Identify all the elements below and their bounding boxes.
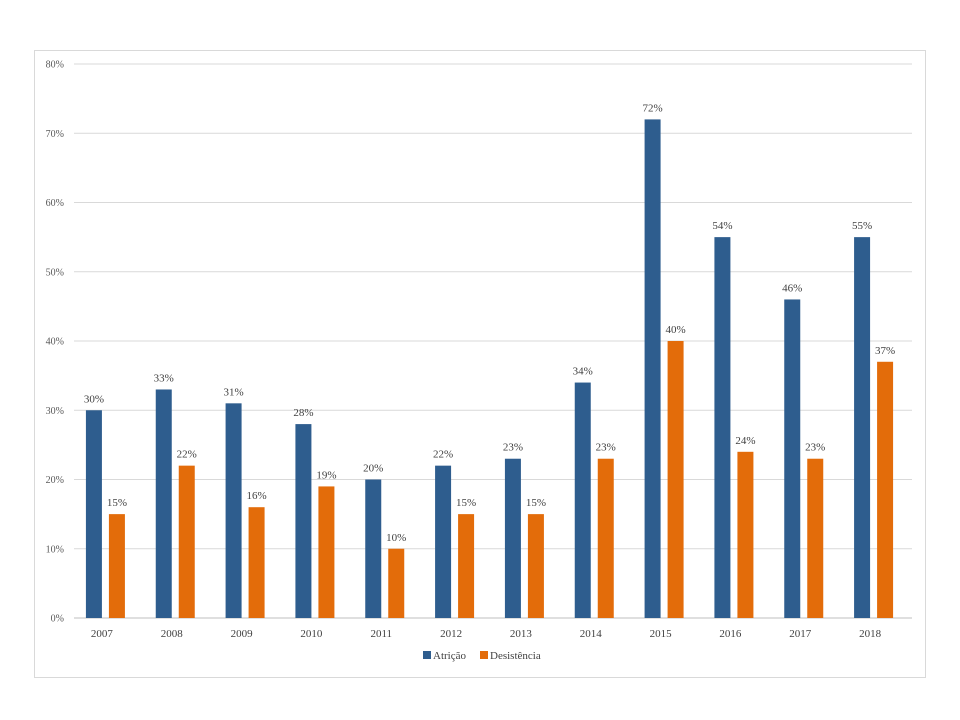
bar-atricao-2009 (225, 403, 242, 618)
data-label: 22% (433, 449, 453, 461)
data-label: 10% (386, 532, 406, 544)
bar-desistencia-2015 (667, 341, 684, 618)
data-label: 37% (875, 345, 895, 357)
bar-desistencia-2009 (248, 507, 265, 618)
bar-atricao-2010 (295, 424, 312, 618)
x-tick-label: 2012 (440, 628, 462, 640)
legend-swatch (480, 651, 488, 659)
x-tick-label: 2016 (719, 628, 742, 640)
bar-atricao-2017 (784, 299, 801, 618)
x-tick-label: 2018 (859, 628, 882, 640)
bar-desistencia-2017 (807, 458, 824, 618)
bar-desistencia-2010 (318, 486, 335, 618)
bar-atricao-2011 (365, 479, 382, 618)
data-label: 34% (573, 366, 593, 378)
bar-atricao-2008 (155, 389, 172, 618)
legend-label: Desistência (490, 650, 541, 662)
x-tick-label: 2011 (370, 628, 392, 640)
bar-desistencia-2018 (877, 361, 894, 618)
data-label: 16% (246, 490, 266, 502)
data-label: 40% (665, 324, 685, 336)
data-label: 55% (852, 220, 872, 232)
bar-atricao-2015 (644, 119, 661, 619)
y-tick-label: 70% (46, 129, 64, 140)
data-label: 23% (596, 442, 616, 454)
data-label: 20% (363, 463, 383, 475)
legend-swatch (423, 651, 431, 659)
y-tick-label: 30% (46, 406, 64, 417)
bar-atricao-2007 (85, 410, 102, 618)
x-tick-label: 2010 (300, 628, 323, 640)
bar-desistencia-2008 (178, 465, 195, 618)
data-label: 54% (712, 220, 732, 232)
data-label: 23% (503, 442, 523, 454)
data-label: 15% (456, 497, 476, 509)
data-label: 15% (107, 497, 127, 509)
bar-atricao-2016 (714, 237, 731, 618)
x-tick-label: 2017 (789, 628, 812, 640)
x-tick-label: 2014 (580, 628, 603, 640)
bar-atricao-2014 (574, 382, 591, 618)
data-label: 28% (293, 407, 313, 419)
data-label: 15% (526, 497, 546, 509)
x-tick-label: 2009 (231, 628, 254, 640)
data-label: 72% (642, 102, 662, 114)
y-tick-label: 60% (46, 198, 64, 209)
y-tick-label: 40% (46, 337, 64, 348)
data-label: 30% (84, 393, 104, 405)
data-label: 24% (735, 435, 755, 447)
data-label: 19% (316, 469, 336, 481)
bar-desistencia-2007 (108, 514, 125, 618)
data-label: 23% (805, 442, 825, 454)
bar-atricao-2013 (504, 458, 521, 618)
bar-desistencia-2016 (737, 451, 754, 618)
bar-desistencia-2012 (458, 514, 475, 618)
y-tick-label: 20% (46, 475, 64, 486)
data-label: 33% (154, 372, 174, 384)
bar-desistencia-2011 (388, 548, 405, 618)
x-tick-label: 2013 (510, 628, 533, 640)
y-tick-label: 80% (46, 60, 64, 71)
y-tick-label: 0% (51, 614, 64, 625)
bar-desistencia-2014 (597, 458, 614, 618)
bar-atricao-2012 (435, 465, 452, 618)
data-label: 22% (177, 449, 197, 461)
y-tick-label: 10% (46, 544, 64, 555)
x-tick-label: 2007 (91, 628, 114, 640)
x-tick-label: 2015 (650, 628, 673, 640)
x-tick-label: 2008 (161, 628, 184, 640)
data-label: 31% (223, 386, 243, 398)
bar-atricao-2018 (854, 237, 871, 618)
y-tick-label: 50% (46, 267, 64, 278)
legend-label: Atrição (433, 650, 466, 662)
data-label: 46% (782, 282, 802, 294)
bar-desistencia-2013 (527, 514, 544, 618)
